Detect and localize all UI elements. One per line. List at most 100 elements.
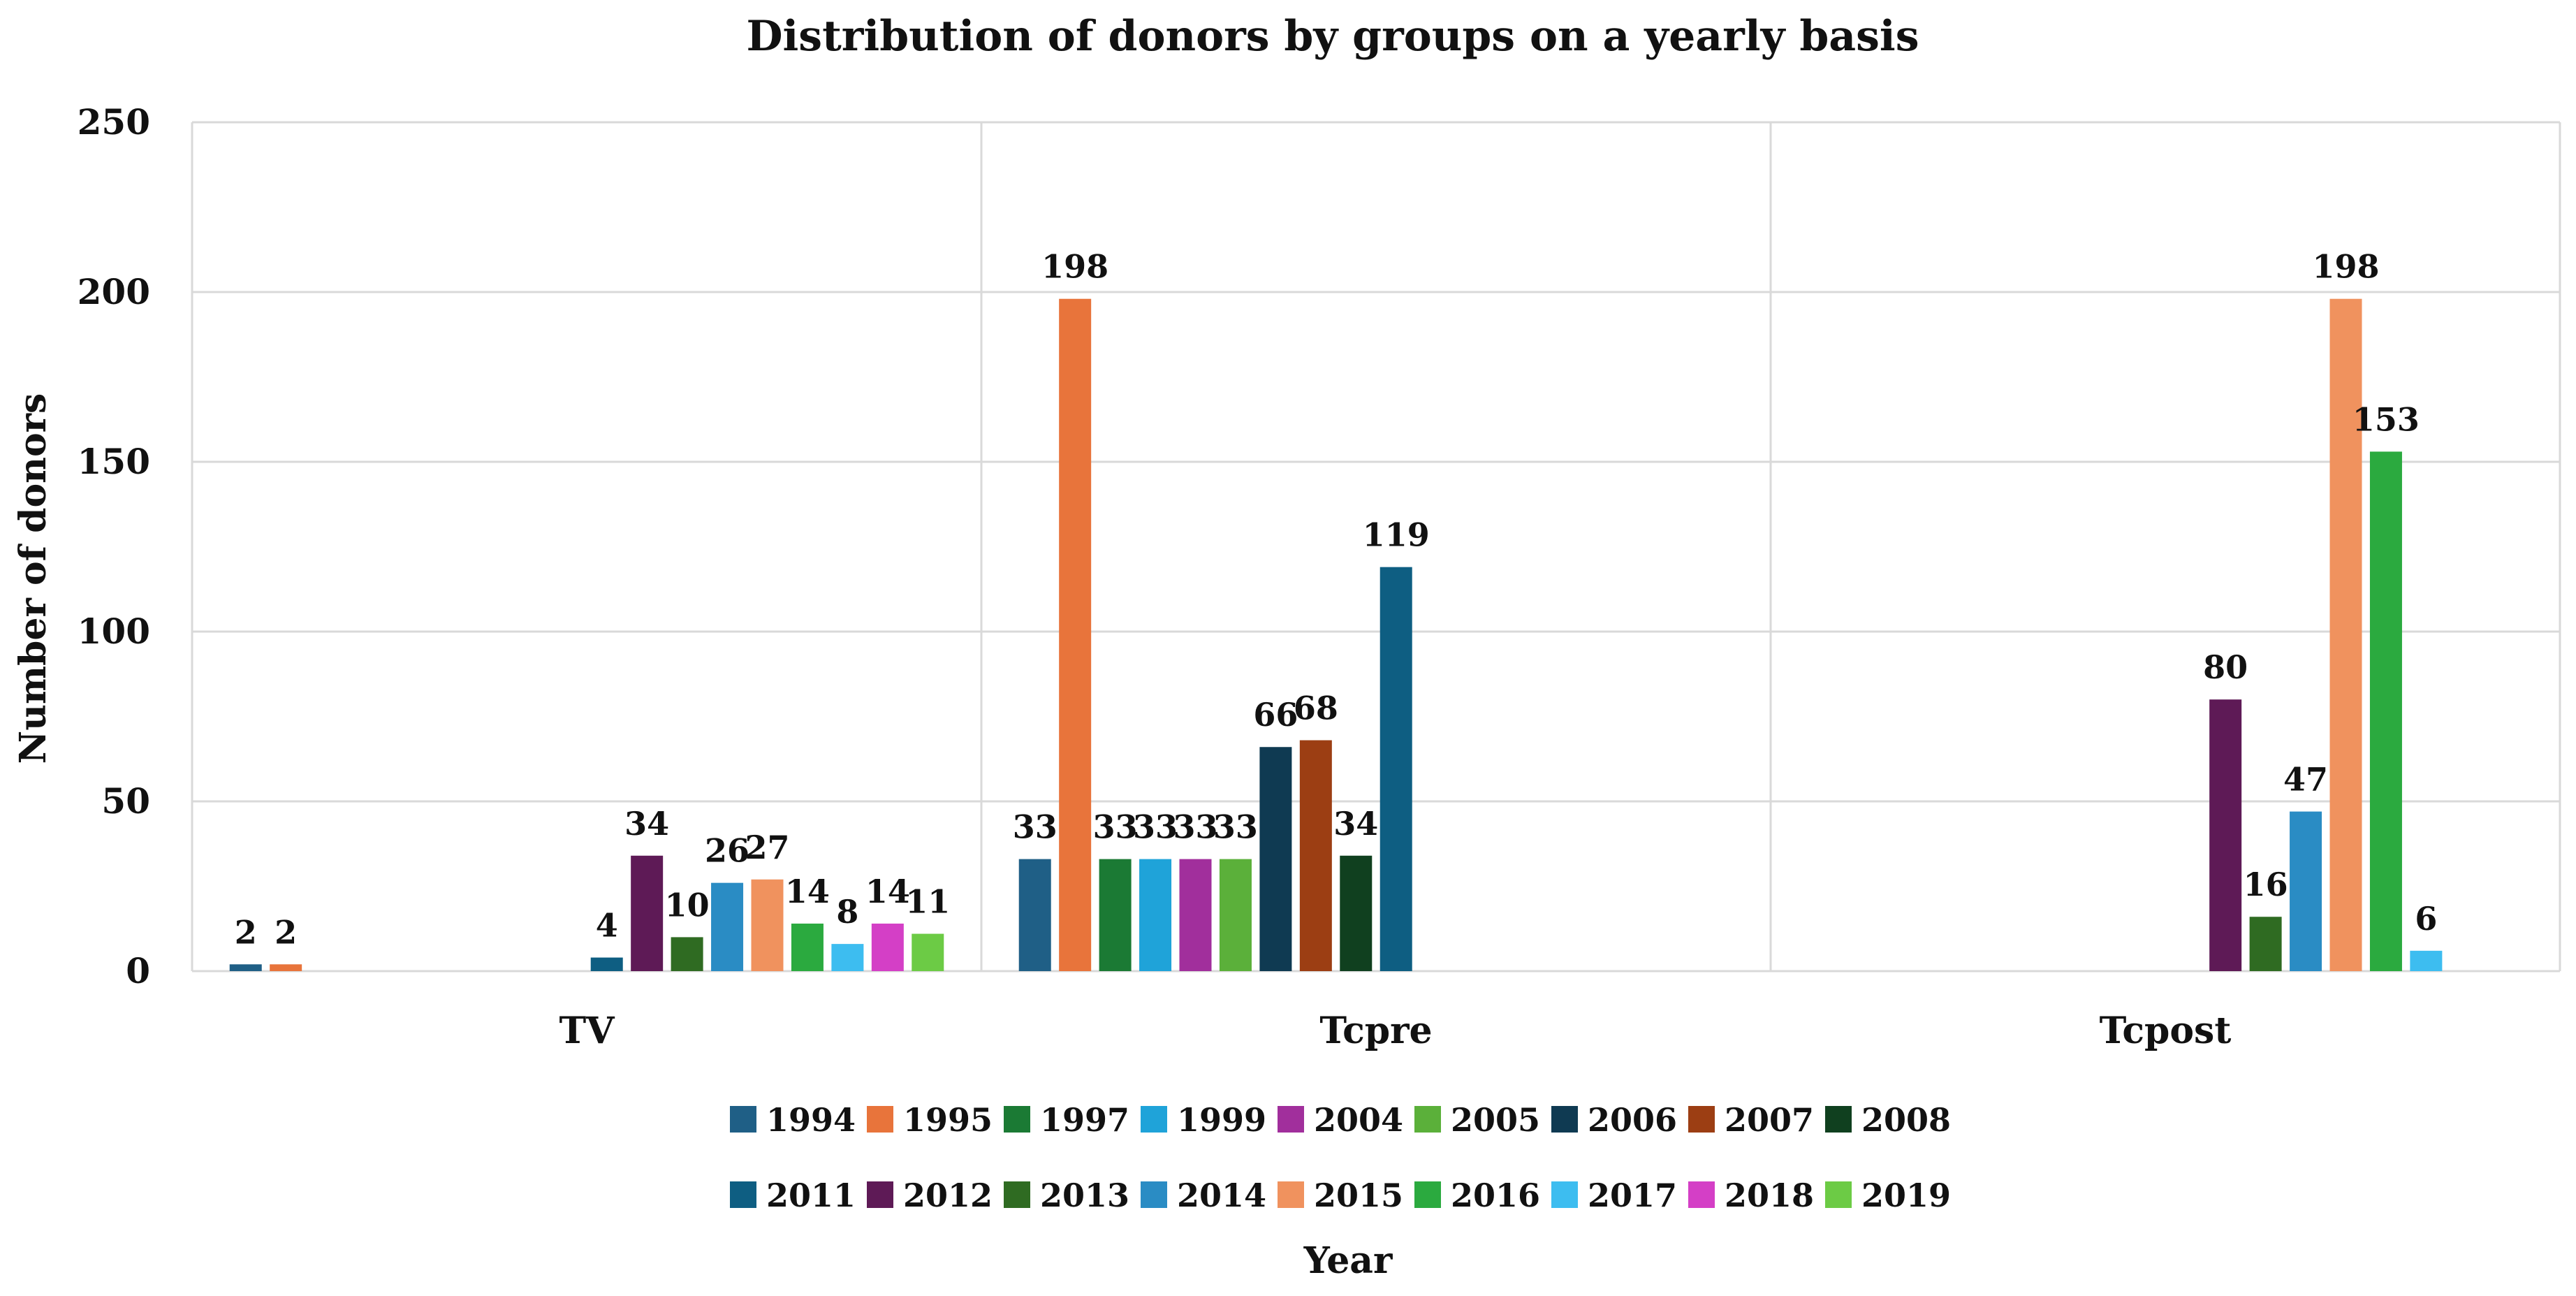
- legend-swatch: [1414, 1181, 1441, 1208]
- legend-swatch: [1141, 1181, 1167, 1208]
- legend-item-2012: 2012: [867, 1177, 993, 1214]
- bar-TV-2011: [590, 957, 623, 971]
- data-label-Tcpre-2004: 33: [1173, 808, 1217, 846]
- bar-Tcpost-2013: [2249, 917, 2282, 971]
- data-label-TV-2018: 14: [865, 873, 910, 910]
- legend-swatch: [1688, 1106, 1715, 1133]
- data-label-TV-2015: 27: [745, 829, 789, 866]
- data-label-Tcpre-2008: 34: [1333, 805, 1378, 843]
- bar-TV-2012: [631, 855, 664, 971]
- data-label-Tcpost-2017: 6: [2415, 900, 2437, 938]
- legend-swatch: [1825, 1106, 1852, 1133]
- data-label-TV-2019: 11: [905, 883, 950, 921]
- bar-Tcpost-2012: [2209, 699, 2242, 971]
- bar-TV-2015: [751, 879, 784, 971]
- bar-TV-2018: [871, 923, 904, 971]
- legend-label: 2015: [1314, 1177, 1403, 1214]
- legend-item-2017: 2017: [1551, 1177, 1677, 1214]
- data-label-Tcpost-2013: 16: [2244, 866, 2288, 903]
- bar-Tcpre-1995: [1059, 298, 1092, 972]
- bar-TV-1995: [270, 964, 302, 971]
- bar-TV-2014: [711, 882, 744, 971]
- legend-label: 2011: [766, 1177, 856, 1214]
- legend-swatch: [730, 1106, 756, 1133]
- legend-item-1995: 1995: [867, 1101, 993, 1139]
- legend-label: 2012: [903, 1177, 993, 1214]
- legend-swatch: [1278, 1181, 1304, 1208]
- legend-item-2015: 2015: [1278, 1177, 1403, 1214]
- legend-item-2014: 2014: [1141, 1177, 1266, 1214]
- bar-TV-2017: [831, 944, 864, 971]
- y-axis-title: Number of donors: [12, 393, 54, 764]
- legend-item-2011: 2011: [730, 1177, 856, 1214]
- x-category-label: Tcpost: [2100, 1010, 2232, 1052]
- bar-Tcpre-2011: [1380, 567, 1412, 971]
- legend-label: 2004: [1314, 1101, 1403, 1139]
- legend-swatch: [1141, 1106, 1167, 1133]
- legend-label: 1994: [766, 1101, 856, 1139]
- data-label-Tcpre-1999: 33: [1133, 808, 1178, 846]
- bar-Tcpre-1994: [1018, 859, 1051, 971]
- legend-swatch: [867, 1181, 893, 1208]
- legend-item-1999: 1999: [1141, 1101, 1266, 1139]
- legend-swatch: [1278, 1106, 1304, 1133]
- bar-TV-2013: [671, 937, 703, 971]
- data-label-TV-2014: 26: [705, 832, 749, 870]
- bar-TV-2016: [791, 923, 824, 971]
- bar-Tcpost-2015: [2329, 298, 2362, 972]
- legend-label: 1997: [1040, 1101, 1129, 1139]
- data-label-Tcpre-1997: 33: [1093, 808, 1138, 846]
- legend-swatch: [1004, 1106, 1030, 1133]
- bar-Tcpre-2008: [1340, 855, 1373, 971]
- legend-swatch: [1688, 1181, 1715, 1208]
- bar-Tcpre-2004: [1179, 859, 1212, 971]
- data-label-Tcpost-2015: 198: [2312, 248, 2379, 286]
- legend-swatch: [1551, 1181, 1578, 1208]
- legend-item-2008: 2008: [1825, 1101, 1951, 1139]
- legend-item-2016: 2016: [1414, 1177, 1540, 1214]
- x-axis-title: Year: [1303, 1239, 1393, 1282]
- bar-Tcpost-2017: [2410, 950, 2443, 971]
- legend-item-1997: 1997: [1004, 1101, 1129, 1139]
- bar-Tcpre-2006: [1259, 747, 1292, 971]
- legend-label: 1995: [903, 1101, 993, 1139]
- data-label-TV-2016: 14: [785, 873, 830, 910]
- legend-label: 2005: [1451, 1101, 1540, 1139]
- grid-layer: [191, 121, 2561, 973]
- legend: 1994 1995 1997 1999 2004 2005 2006 2007 2008 2011…: [730, 1101, 1951, 1214]
- legend-label: 2008: [1861, 1101, 1951, 1139]
- legend-label: 2017: [1588, 1177, 1677, 1214]
- data-label-TV-1995: 2: [275, 913, 297, 951]
- bar-TV-1994: [229, 964, 262, 971]
- x-categories-layer: TV Tcpre Tcpost: [559, 1010, 2231, 1052]
- y-tick-label: 150: [78, 441, 150, 482]
- bar-Tcpost-2016: [2369, 451, 2402, 971]
- data-label-Tcpost-2016: 153: [2352, 400, 2420, 438]
- data-label-Tcpre-2005: 33: [1213, 808, 1258, 846]
- bar-Tcpre-2007: [1299, 740, 1332, 971]
- legend-swatch: [1551, 1106, 1578, 1133]
- legend-item-2007: 2007: [1688, 1101, 1814, 1139]
- legend-item-1994: 1994: [730, 1101, 856, 1139]
- legend-label: 2019: [1861, 1177, 1951, 1214]
- bar-Tcpre-2005: [1219, 859, 1252, 971]
- bar-TV-2019: [912, 933, 944, 971]
- y-ticks-layer: 0 50 100 150 200 250: [78, 101, 150, 991]
- data-label-Tcpre-2006: 66: [1253, 696, 1298, 734]
- legend-item-2013: 2013: [1004, 1177, 1129, 1214]
- data-label-TV-2017: 8: [836, 893, 858, 931]
- legend-label: 2006: [1588, 1101, 1677, 1139]
- legend-label: 2018: [1725, 1177, 1814, 1214]
- data-label-TV-2012: 34: [624, 805, 669, 843]
- data-label-Tcpre-2007: 68: [1294, 690, 1338, 727]
- data-label-Tcpre-2011: 119: [1363, 516, 1430, 554]
- legend-item-2004: 2004: [1278, 1101, 1403, 1139]
- data-label-Tcpost-2012: 80: [2203, 648, 2248, 686]
- y-tick-label: 100: [78, 611, 150, 652]
- bar-Tcpre-1999: [1139, 859, 1172, 971]
- legend-swatch: [1414, 1106, 1441, 1133]
- legend-item-2006: 2006: [1551, 1101, 1677, 1139]
- y-tick-label: 200: [78, 271, 150, 312]
- legend-item-2005: 2005: [1414, 1101, 1540, 1139]
